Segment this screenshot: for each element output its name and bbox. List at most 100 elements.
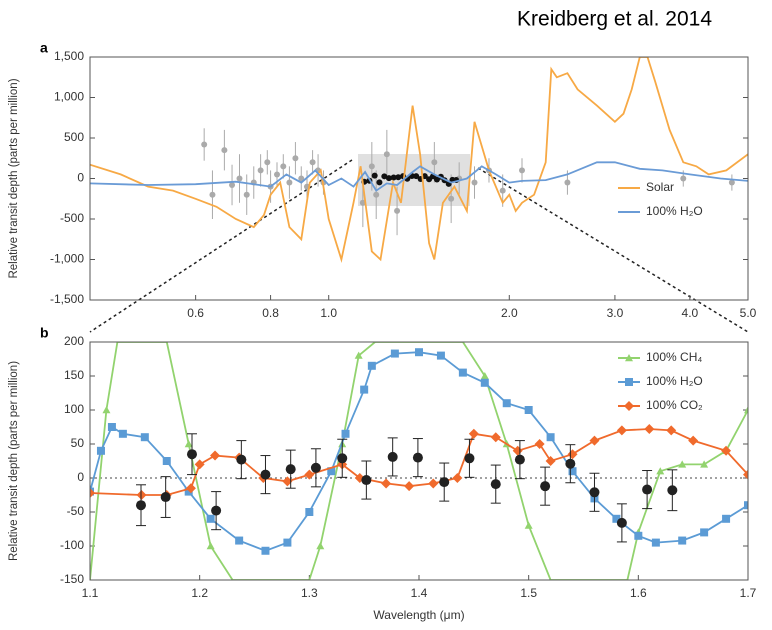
y-tick-label: 100: [64, 402, 84, 416]
marker: [480, 378, 489, 387]
y-tick-label: -100: [60, 538, 84, 552]
data-point: [518, 167, 525, 174]
marker: [666, 425, 677, 436]
marker: [140, 433, 149, 442]
marker: [512, 445, 523, 456]
data-point: [209, 191, 216, 198]
x-tick-label: 0.6: [187, 306, 204, 320]
legend-label: 100% CH₄: [646, 350, 702, 364]
data-point: [286, 179, 293, 186]
data-point: [211, 505, 222, 516]
marker: [644, 424, 655, 435]
data-point: [373, 191, 380, 198]
data-point: [390, 174, 397, 181]
x-tick-label: 1.2: [191, 586, 208, 600]
data-point: [680, 175, 687, 182]
plot-frame: [89, 341, 749, 581]
series-line: [90, 342, 748, 580]
panel-label: b: [40, 325, 49, 341]
data-point: [514, 454, 525, 465]
panel: a -1,500 -1,000 -500 0 500 1,000 1,500 0.6 0.8 1.0…: [8, 40, 757, 320]
marker: [743, 469, 748, 480]
data-point: [616, 517, 627, 528]
data-point: [439, 477, 450, 488]
data-point: [540, 481, 551, 492]
data-point: [236, 454, 247, 465]
marker: [194, 459, 205, 470]
series-line: [90, 161, 748, 192]
marker: [678, 536, 687, 545]
marker: [468, 428, 479, 439]
marker: [360, 385, 369, 394]
y-tick-label: 0: [77, 171, 84, 185]
marker: [534, 439, 545, 449]
data-point: [361, 475, 372, 486]
y-tick-label: 1,000: [54, 90, 84, 104]
marker: [428, 478, 439, 489]
x-tick-label: 1.1: [82, 586, 99, 600]
data-point: [499, 187, 506, 194]
y-tick-label: 200: [64, 334, 84, 348]
marker: [305, 508, 314, 516]
data-point: [728, 179, 735, 186]
marker: [107, 423, 116, 431]
x-tick-label: 1.6: [630, 586, 647, 600]
data-point: [280, 163, 287, 170]
y-tick-label: 1,500: [54, 49, 84, 63]
marker: [744, 406, 748, 414]
credit: Kreidberg et al. 2014: [517, 8, 712, 31]
y-tick-label: -50: [67, 504, 85, 518]
data-point: [589, 487, 600, 498]
y-tick-label: -1,000: [50, 252, 84, 266]
data-point: [642, 484, 653, 495]
panel: b -150 -100 -50 0 50 100 150 200 1.1 1.2 1.3 1.4 1.5 1…: [8, 325, 757, 622]
marker: [502, 399, 511, 408]
data-point: [221, 147, 228, 154]
data-point: [464, 453, 475, 464]
x-tick-label: 1.4: [411, 586, 428, 600]
data-point: [292, 155, 299, 162]
marker: [283, 538, 292, 547]
y-tick-label: -500: [60, 211, 84, 225]
legend-label: 100% CO₂: [646, 398, 703, 412]
data-point: [490, 479, 501, 490]
x-tick-label: 5.0: [740, 306, 757, 320]
marker: [96, 446, 105, 455]
data-point: [201, 141, 208, 148]
data-point: [376, 179, 383, 186]
marker: [634, 531, 643, 540]
zoom-line: [477, 167, 749, 333]
x-tick-label: 1.5: [520, 586, 537, 600]
data-point: [160, 492, 171, 503]
y-tick-label: -1,500: [50, 292, 84, 306]
data-point: [260, 469, 271, 480]
legend-label: 100% H₂O: [646, 374, 703, 388]
data-point: [413, 173, 420, 180]
marker: [656, 467, 665, 475]
marker: [625, 354, 633, 362]
data-point: [383, 151, 390, 158]
x-tick-label: 3.0: [607, 306, 624, 320]
marker: [341, 429, 350, 438]
marker: [185, 483, 196, 494]
marker: [490, 432, 501, 443]
marker: [700, 528, 709, 537]
data-point: [264, 159, 271, 166]
marker: [415, 348, 423, 357]
series-line: [90, 57, 748, 264]
marker: [700, 460, 709, 468]
y-tick-label: 150: [64, 368, 84, 382]
data-point: [229, 181, 236, 188]
marker: [721, 445, 732, 456]
marker: [206, 514, 215, 523]
y-axis-label: Relative transit depth (parts per millio…: [8, 78, 20, 278]
marker: [90, 487, 95, 498]
data-point: [412, 452, 423, 463]
marker: [304, 469, 315, 480]
data-point: [564, 179, 571, 186]
x-tick-label: 1.7: [740, 586, 757, 600]
data-point: [337, 453, 348, 464]
x-tick-label: 4.0: [682, 306, 699, 320]
x-tick-label: 2.0: [501, 306, 518, 320]
